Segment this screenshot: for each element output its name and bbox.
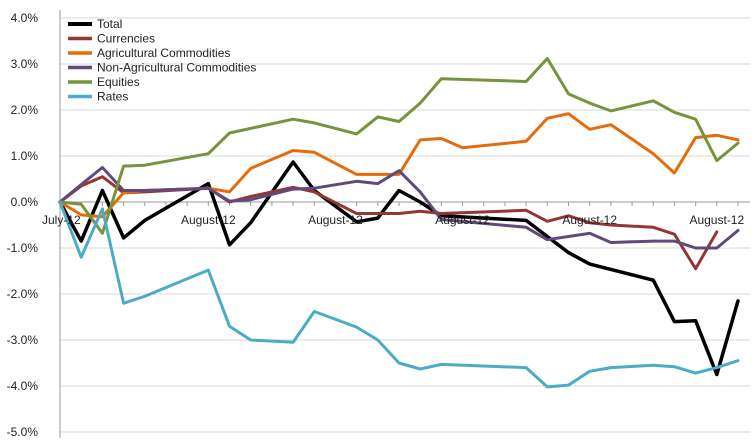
y-tick-label: 1.0% bbox=[11, 149, 39, 163]
gridlines bbox=[60, 17, 750, 433]
legend-label: Currencies bbox=[97, 32, 155, 46]
x-tick-label: August-12 bbox=[308, 213, 363, 227]
series-line-non-agricultural-commodities bbox=[58, 166, 740, 250]
series-line-rates bbox=[58, 200, 740, 389]
y-axis-tick-labels: 4.0% 3.0% 2.0% 1.0% 0.0% -1.0% -2.0% -3.0% -4.0%… bbox=[7, 11, 39, 439]
x-tick-label: August-12 bbox=[181, 213, 236, 227]
legend-label: Equities bbox=[97, 75, 140, 89]
series-lines bbox=[58, 57, 740, 389]
x-tick-label: July-12 bbox=[42, 213, 81, 227]
series-line-equities bbox=[58, 57, 740, 235]
y-tick-label: 3.0% bbox=[11, 57, 39, 71]
y-tick-label: -1.0% bbox=[7, 241, 39, 255]
legend-label: Total bbox=[97, 17, 122, 31]
x-tick-label: August-12 bbox=[689, 213, 744, 227]
y-tick-label: -4.0% bbox=[7, 379, 39, 393]
x-tick-label: August-12 bbox=[562, 213, 617, 227]
x-tick-label: August-12 bbox=[435, 213, 490, 227]
legend-label: Agricultural Commodities bbox=[97, 46, 230, 60]
series-line-total bbox=[58, 160, 740, 377]
y-tick-label: 0.0% bbox=[11, 195, 39, 209]
y-tick-label: -3.0% bbox=[7, 333, 39, 347]
y-tick-label: 2.0% bbox=[11, 103, 39, 117]
legend-label: Rates bbox=[97, 90, 128, 104]
y-tick-label: -5.0% bbox=[7, 425, 39, 439]
legend-label: Non-Agricultural Commodities bbox=[97, 61, 256, 75]
y-tick-label: -2.0% bbox=[7, 287, 39, 301]
y-tick-label: 4.0% bbox=[11, 11, 39, 25]
x-axis-tick-labels: July-12 August-12 August-12 August-12 August… bbox=[42, 213, 744, 227]
